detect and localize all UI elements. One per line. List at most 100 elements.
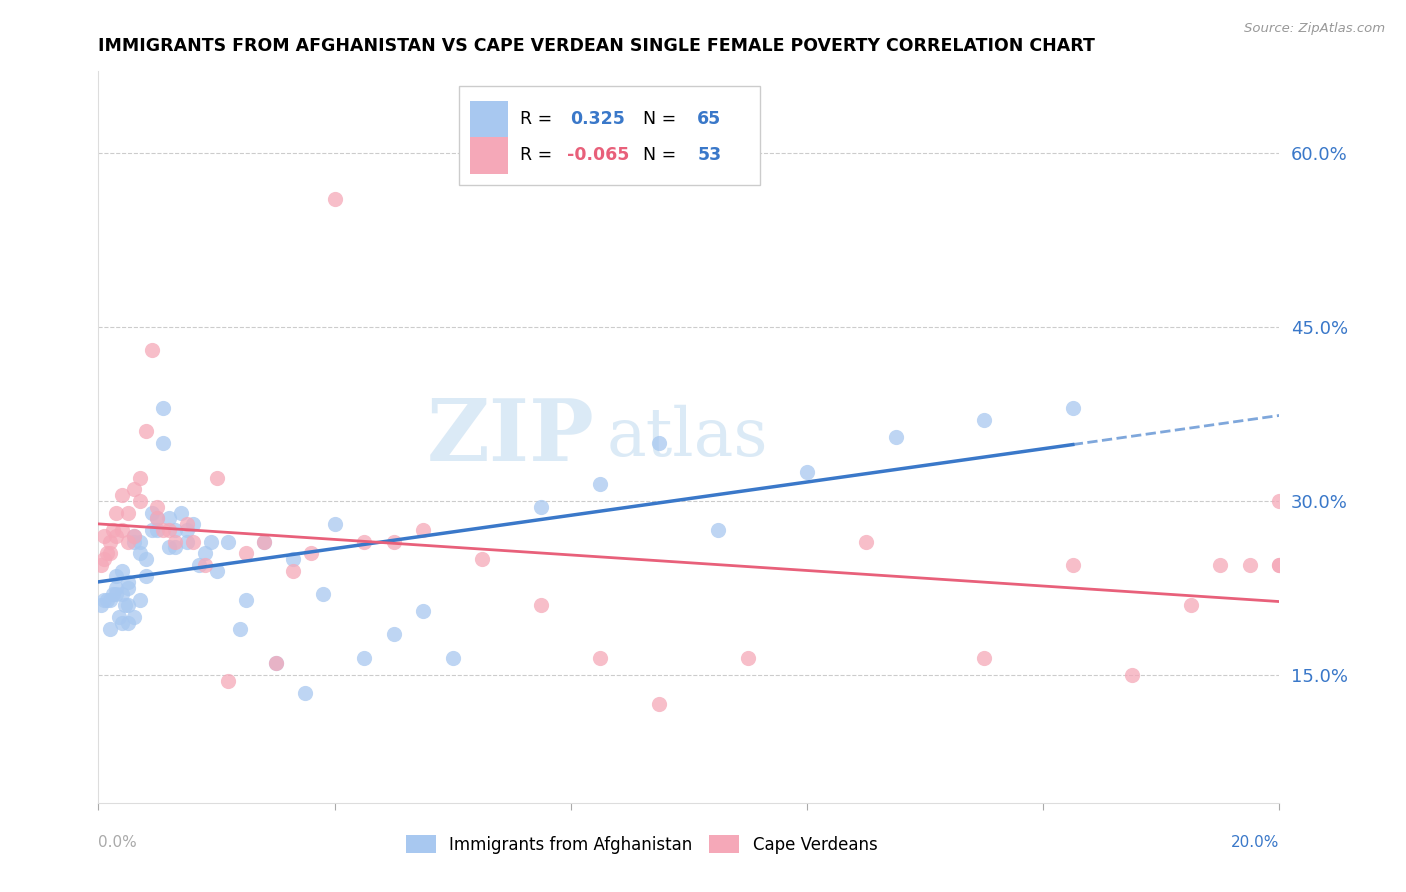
Point — [128, 546, 150, 560]
Legend: Immigrants from Afghanistan, Cape Verdeans: Immigrants from Afghanistan, Cape Verdea… — [399, 829, 884, 860]
Text: 0.325: 0.325 — [569, 110, 624, 128]
Point — [200, 534, 222, 549]
Point — [973, 412, 995, 426]
Point — [299, 546, 322, 560]
Point — [96, 592, 118, 607]
Point — [884, 430, 907, 444]
Point — [323, 517, 346, 532]
Point — [264, 657, 287, 671]
Point — [96, 546, 118, 560]
Point — [283, 564, 305, 578]
Point — [235, 592, 257, 607]
Point — [1268, 558, 1291, 572]
Point — [141, 343, 163, 357]
Point — [471, 552, 494, 566]
FancyBboxPatch shape — [471, 101, 508, 137]
Point — [1062, 558, 1084, 572]
Point — [194, 546, 217, 560]
Text: R =: R = — [520, 110, 564, 128]
Point — [146, 511, 169, 525]
Point — [1121, 668, 1143, 682]
Point — [152, 523, 174, 537]
Point — [1062, 401, 1084, 415]
Point — [737, 650, 759, 665]
Point — [181, 534, 204, 549]
FancyBboxPatch shape — [458, 86, 759, 185]
Point — [122, 529, 145, 543]
Point — [128, 471, 150, 485]
Point — [128, 534, 150, 549]
Point — [111, 564, 134, 578]
Point — [157, 523, 180, 537]
Point — [117, 506, 139, 520]
Point — [90, 599, 112, 613]
Point — [157, 511, 180, 525]
Text: N =: N = — [633, 110, 682, 128]
Point — [1268, 494, 1291, 508]
Point — [648, 697, 671, 711]
Point — [382, 627, 405, 641]
Point — [122, 534, 145, 549]
Point — [114, 599, 136, 613]
Point — [111, 587, 134, 601]
Point — [103, 523, 125, 537]
Point — [707, 523, 730, 537]
Point — [187, 558, 209, 572]
Point — [157, 541, 180, 555]
Point — [128, 592, 150, 607]
Point — [90, 558, 112, 572]
Point — [98, 534, 121, 549]
Point — [98, 592, 121, 607]
Point — [530, 599, 553, 613]
Text: 65: 65 — [697, 110, 721, 128]
Point — [1268, 558, 1291, 572]
Point — [176, 523, 198, 537]
Point — [117, 615, 139, 630]
Point — [1209, 558, 1232, 572]
Text: IMMIGRANTS FROM AFGHANISTAN VS CAPE VERDEAN SINGLE FEMALE POVERTY CORRELATION CH: IMMIGRANTS FROM AFGHANISTAN VS CAPE VERD… — [98, 37, 1095, 54]
Point — [165, 534, 187, 549]
Point — [441, 650, 464, 665]
Point — [353, 534, 375, 549]
Point — [353, 650, 375, 665]
Point — [205, 471, 228, 485]
Point — [135, 569, 157, 583]
Point — [117, 575, 139, 590]
Point — [170, 506, 193, 520]
Point — [146, 523, 169, 537]
Point — [122, 610, 145, 624]
Point — [253, 534, 276, 549]
Point — [205, 564, 228, 578]
Point — [141, 506, 163, 520]
Point — [1239, 558, 1261, 572]
Point — [117, 599, 139, 613]
Point — [194, 558, 217, 572]
Point — [283, 552, 305, 566]
Point — [165, 541, 187, 555]
Text: 53: 53 — [697, 146, 721, 164]
Point — [98, 546, 121, 560]
Point — [135, 424, 157, 438]
Point — [93, 552, 115, 566]
Point — [111, 523, 134, 537]
Point — [294, 685, 316, 699]
Point — [105, 569, 128, 583]
Point — [105, 581, 128, 595]
Point — [253, 534, 276, 549]
Text: 20.0%: 20.0% — [1232, 835, 1279, 850]
Point — [412, 604, 434, 618]
FancyBboxPatch shape — [471, 137, 508, 174]
Text: -0.065: -0.065 — [567, 146, 630, 164]
Point — [141, 523, 163, 537]
Point — [122, 483, 145, 497]
Point — [111, 615, 134, 630]
Point — [108, 610, 131, 624]
Point — [146, 500, 169, 514]
Point — [128, 494, 150, 508]
Point — [229, 622, 252, 636]
Point — [589, 476, 612, 491]
Point — [111, 488, 134, 502]
Point — [165, 523, 187, 537]
Point — [312, 587, 335, 601]
Point — [176, 534, 198, 549]
